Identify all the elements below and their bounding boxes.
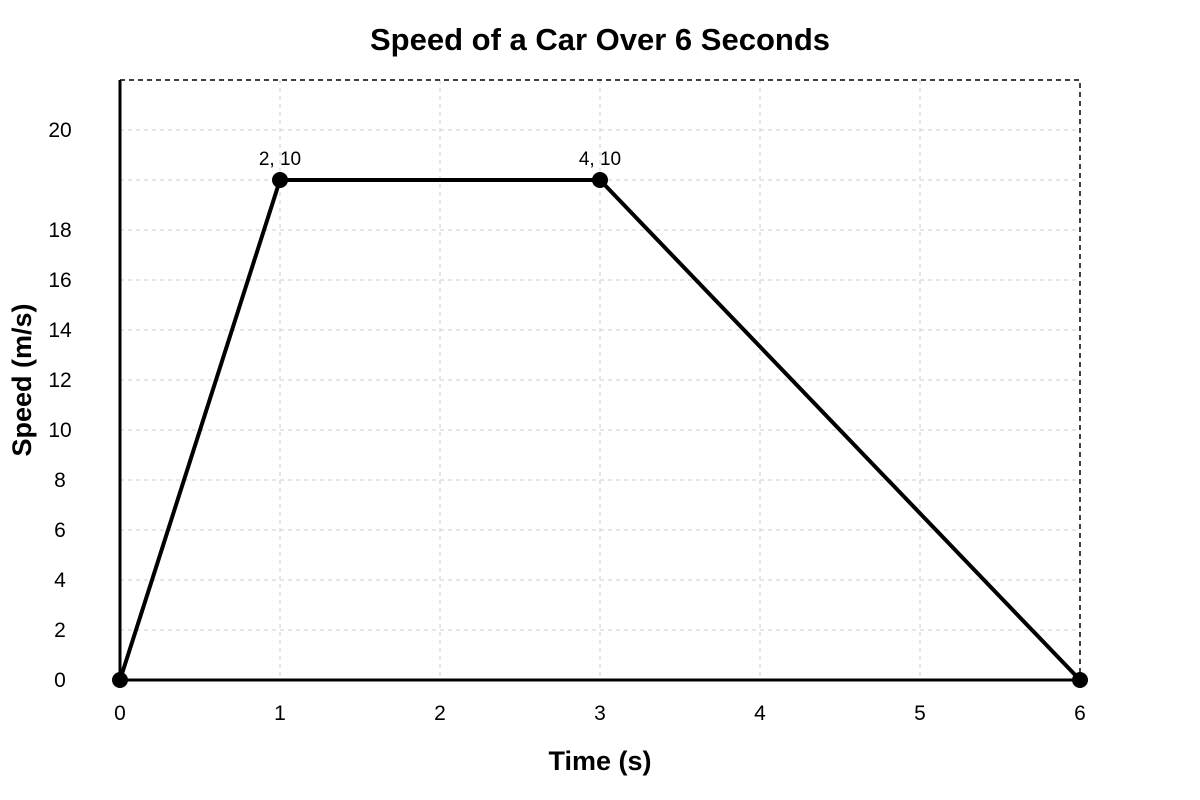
x-axis-label: Time (s) [548,746,651,776]
y-tick-label: 16 [48,269,71,292]
x-tick-labels: 0 1 2 3 4 5 6 [114,702,1086,725]
x-tick-label: 1 [274,702,286,725]
x-tick-label: 4 [754,702,766,725]
data-point [592,172,608,188]
grid-lines [120,80,1080,680]
y-tick-label: 10 [48,419,71,442]
y-axis-label: Speed (m/s) [7,303,37,456]
data-point [272,172,288,188]
y-tick-labels: 0 2 4 6 8 10 12 14 16 18 20 [48,119,72,692]
chart-title: Speed of a Car Over 6 Seconds [370,22,830,57]
data-point-label: 4, 10 [579,149,621,170]
y-tick-label: 0 [54,669,66,692]
y-tick-label: 6 [54,519,66,542]
x-tick-label: 6 [1074,702,1086,725]
data-point-label: 2, 10 [259,149,301,170]
y-tick-label: 14 [48,319,72,342]
y-tick-label: 18 [48,219,71,242]
y-tick-label: 4 [54,569,66,592]
x-tick-label: 2 [434,702,446,725]
y-tick-label: 8 [54,469,66,492]
x-tick-label: 3 [594,702,606,725]
data-point [1072,672,1088,688]
y-tick-label: 12 [48,369,71,392]
series-layer: 2, 10 4, 10 [112,149,1088,688]
series-line [118,178,1082,682]
x-tick-label: 0 [114,702,126,725]
x-tick-label: 5 [914,702,926,725]
data-point [112,672,128,688]
y-tick-label: 20 [48,119,71,142]
y-tick-label: 2 [54,619,66,642]
